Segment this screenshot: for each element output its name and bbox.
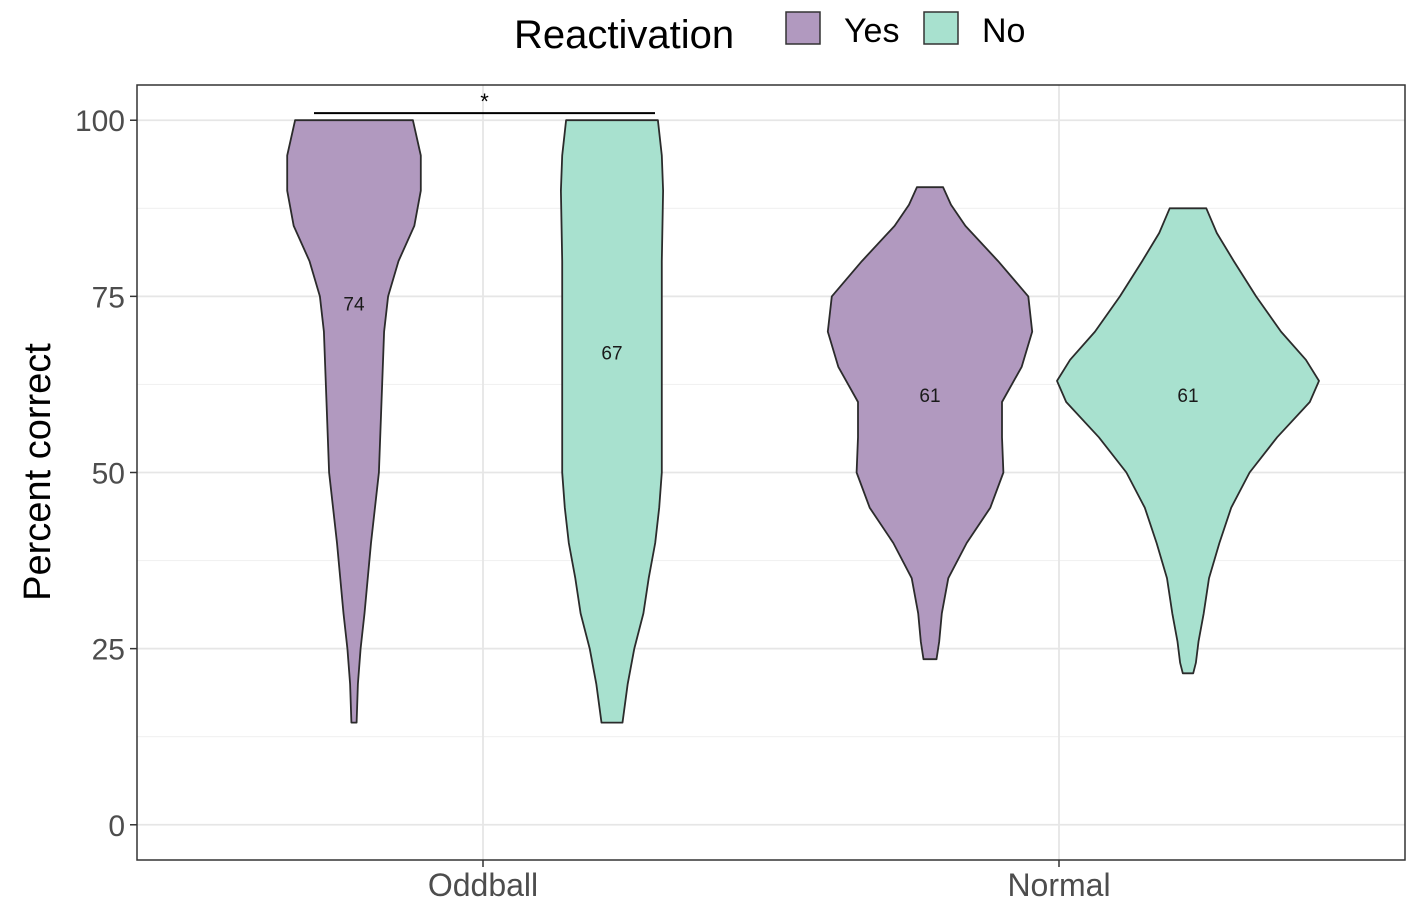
x-tick-label-oddball: Oddball <box>428 867 538 903</box>
legend-key-no <box>923 11 959 45</box>
y-tick-label: 50 <box>92 458 125 491</box>
significance-label: * <box>480 89 489 114</box>
legend-label-no: No <box>982 12 1025 50</box>
significance-annotations: * <box>314 89 655 115</box>
y-tick-label: 100 <box>75 105 125 138</box>
legend-key-yes <box>785 11 821 45</box>
mean-label-oddball-no: 67 <box>601 344 622 365</box>
violin-oddball-no <box>560 119 664 724</box>
mean-label-normal-no: 61 <box>1177 386 1198 407</box>
legend: Reactivation Yes No <box>514 11 1025 57</box>
x-tick-label-normal: Normal <box>1007 867 1110 903</box>
x-axis-ticks: Oddball Normal <box>428 860 1111 903</box>
y-axis-ticks: 0 25 50 75 100 <box>75 105 137 843</box>
y-tick-label: 0 <box>108 810 125 843</box>
mean-label-oddball-yes: 74 <box>343 294 365 315</box>
mean-label-normal-yes: 61 <box>919 386 940 407</box>
violin-oddball-yes <box>286 119 422 724</box>
violin-normal-yes <box>826 186 1034 661</box>
y-axis-title: Percent correct <box>17 343 59 601</box>
violins: 74 61 67 61 <box>286 119 1320 724</box>
y-tick-label: 25 <box>92 634 125 667</box>
violin-normal-no <box>1056 207 1320 675</box>
y-tick-label: 75 <box>92 281 125 314</box>
legend-title: Reactivation <box>514 13 734 57</box>
legend-label-yes: Yes <box>844 12 899 50</box>
